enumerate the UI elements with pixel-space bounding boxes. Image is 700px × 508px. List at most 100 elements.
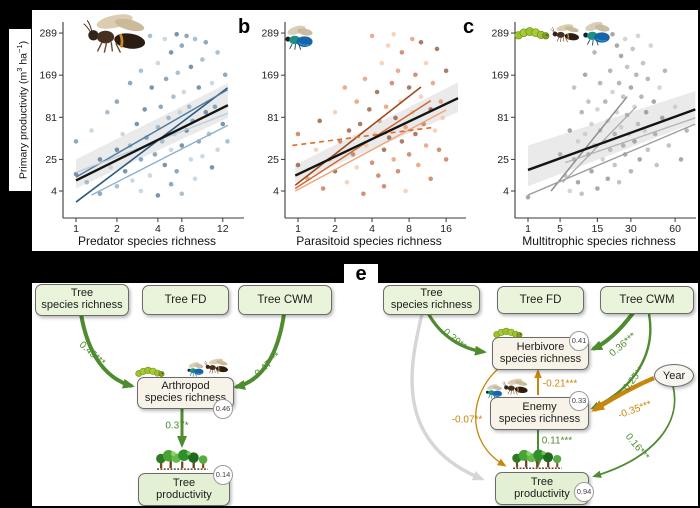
box-tree-species-richness: Tree species richness xyxy=(35,284,129,316)
scatter-point xyxy=(225,139,230,144)
x-tick-label: 4 xyxy=(369,223,375,234)
scatter-point xyxy=(395,169,401,174)
confidence-band xyxy=(76,83,228,189)
scatter-points xyxy=(73,32,230,198)
y-tick-label: 81 xyxy=(45,112,57,124)
scatter-point xyxy=(438,99,444,104)
scatter-point xyxy=(383,104,389,110)
scatter-point xyxy=(666,143,672,148)
scatter-point xyxy=(163,76,169,82)
scatter-point xyxy=(200,57,205,62)
arrow-tsr-to-productivity-ns xyxy=(410,313,485,481)
y-tick-label: 25 xyxy=(45,154,57,166)
scatter-point xyxy=(630,46,635,52)
scatter-point xyxy=(73,139,79,144)
scatter-point xyxy=(166,115,171,121)
scatter-point xyxy=(186,104,192,110)
scatter-point xyxy=(379,60,385,66)
scatter-point xyxy=(403,124,408,130)
x-tick-label: 16 xyxy=(440,223,452,234)
scatter-point xyxy=(391,157,396,162)
scatter-point xyxy=(130,178,135,183)
scatter-point xyxy=(399,139,405,144)
scatter-point xyxy=(152,152,158,157)
scatter-point xyxy=(317,118,322,124)
scatter-point xyxy=(374,89,380,95)
path-label-neg021: -0.21*** xyxy=(542,378,578,390)
scatter-point xyxy=(612,131,617,137)
scatter-points xyxy=(525,32,689,200)
scatter-point xyxy=(616,80,622,86)
scatter-point xyxy=(192,36,198,42)
scatter-point xyxy=(575,139,581,144)
scatter-point xyxy=(393,115,398,121)
scatter-panel-parasitoid: 289 169 81 25 4 1 2 4 8 16 Parasitoid species ric… xyxy=(258,14,470,250)
scatter-point xyxy=(122,169,128,174)
y-tick-label: 25 xyxy=(267,154,279,166)
scatter-point xyxy=(158,104,164,110)
scatter-point xyxy=(579,191,584,197)
scatter-point xyxy=(159,139,165,144)
scatter-point xyxy=(614,43,620,48)
x-tick-label: 1 xyxy=(295,223,301,234)
scatter-point xyxy=(423,143,429,148)
scatter-point xyxy=(376,173,381,178)
scatter-point xyxy=(162,162,168,168)
x-tick-label: 2 xyxy=(114,223,120,234)
panel-label-b: b xyxy=(238,16,251,38)
scatter-point xyxy=(575,180,581,185)
scatter-point xyxy=(589,121,594,127)
scatter-point xyxy=(84,180,90,185)
scatter-panel-predator: 289 169 81 25 4 1 2 4 6 12 Predator species richn… xyxy=(36,14,248,250)
scatter-point xyxy=(138,157,144,162)
scatter-point xyxy=(571,85,577,90)
scatter-point xyxy=(181,89,187,95)
y-tick-label: 169 xyxy=(39,70,57,82)
fit-line xyxy=(564,117,696,164)
scatter-point xyxy=(648,43,654,48)
scatter-point xyxy=(134,121,140,127)
scatter-point xyxy=(616,180,622,185)
scatter-point xyxy=(440,115,445,121)
scatter-point xyxy=(168,50,174,55)
scatter-point xyxy=(645,76,651,82)
scatter-point xyxy=(622,36,628,42)
y-tick-label: 4 xyxy=(51,186,57,198)
arrow-year-to-enemy xyxy=(591,375,655,412)
scatter-point xyxy=(612,162,617,168)
scatter-point xyxy=(413,72,418,78)
scatter-point xyxy=(637,157,642,162)
scatter-point xyxy=(177,109,183,115)
scatter-point xyxy=(162,36,168,42)
scatter-point xyxy=(174,169,179,174)
scatter-point xyxy=(639,94,644,99)
caterpillar-icon xyxy=(135,366,165,378)
scatter-point xyxy=(73,171,79,177)
scatter-point xyxy=(595,107,600,112)
scatter-point xyxy=(367,107,372,112)
fit-line xyxy=(527,108,696,172)
y-tick-label: 289 xyxy=(491,28,509,40)
scatter-point xyxy=(149,85,154,90)
fit-line xyxy=(294,86,422,186)
caterpillar-icon xyxy=(493,327,523,339)
scatter-point xyxy=(635,121,641,127)
arrow-cwm-to-arthropod xyxy=(233,313,286,390)
scatter-point xyxy=(582,72,588,78)
scatter-point xyxy=(105,109,110,115)
scatter-point xyxy=(381,184,387,189)
scatter-point xyxy=(179,191,185,197)
box-tree-species-richness-e: Tree species richness xyxy=(383,285,480,315)
x-tick-label: 12 xyxy=(217,223,229,234)
scatter-point xyxy=(635,33,641,39)
x-tick-label: 5 xyxy=(557,223,563,234)
scatter-plot-parasitoid: 289 169 81 25 4 1 2 4 8 16 xyxy=(261,22,466,235)
scatter-point xyxy=(147,173,153,178)
x-tick-label: 30 xyxy=(625,223,637,234)
scatter-point xyxy=(369,160,375,165)
arrow-tsr-to-arthropod xyxy=(79,313,135,389)
scatter-point xyxy=(416,162,421,168)
scatter-point xyxy=(428,176,433,182)
